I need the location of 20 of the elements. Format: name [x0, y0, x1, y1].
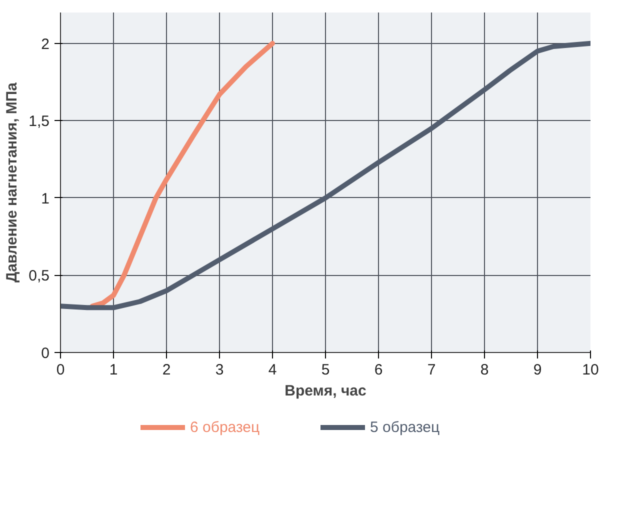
- x-tick-label: 10: [582, 362, 599, 378]
- x-tick-label: 1: [109, 362, 118, 378]
- y-tick-label: 2: [41, 36, 50, 53]
- x-axis-title: Время, час: [284, 382, 366, 400]
- x-tick-label: 6: [374, 362, 383, 378]
- x-tick-label: 5: [321, 362, 330, 378]
- x-tick-label: 7: [427, 362, 436, 378]
- legend-label: 6 образец: [190, 418, 260, 436]
- y-axis-title: Давление нагнетания, МПа: [4, 82, 21, 283]
- y-tick-label: 0: [41, 345, 50, 362]
- x-tick-label: 4: [268, 362, 277, 378]
- y-tick-label: 0,5: [28, 268, 50, 285]
- x-tick-label: 3: [215, 362, 224, 378]
- y-tick-label: 1,5: [28, 113, 50, 130]
- x-tick-label: 2: [162, 362, 171, 378]
- y-tick-label: 1: [41, 190, 50, 208]
- x-tick-label: 9: [533, 362, 542, 378]
- x-tick-label: 8: [480, 362, 489, 378]
- legend-label: 5 образец: [370, 418, 440, 436]
- x-tick-label: 0: [56, 362, 65, 378]
